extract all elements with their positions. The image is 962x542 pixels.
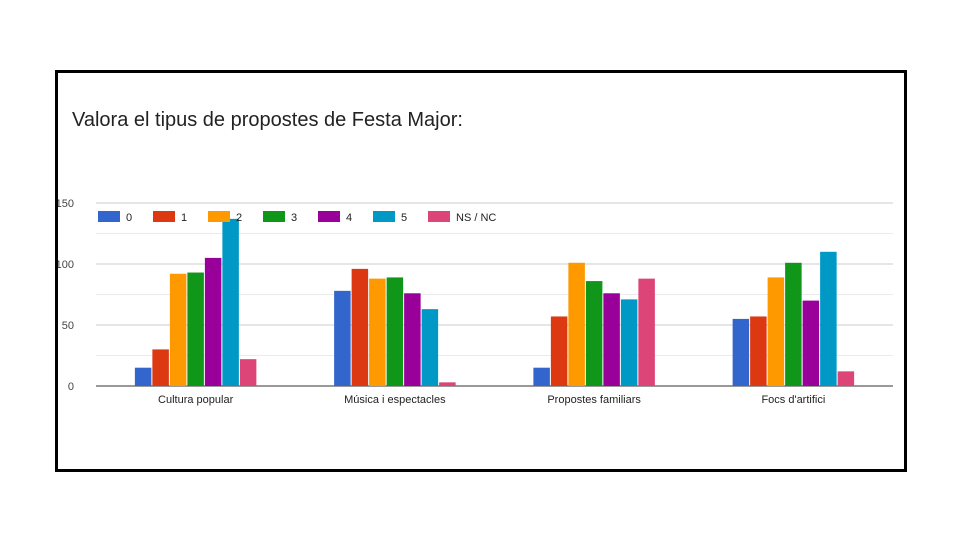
- bar: [134, 367, 152, 386]
- bar: [169, 273, 187, 386]
- x-tick-label: Propostes familiars: [547, 394, 641, 406]
- y-tick-label: 150: [58, 198, 74, 210]
- bar: [404, 293, 421, 386]
- bar: [732, 318, 750, 386]
- bar: [603, 293, 620, 386]
- legend-label: 3: [291, 212, 297, 224]
- bar: [802, 300, 820, 386]
- y-tick-label: 100: [58, 259, 74, 271]
- bar: [421, 309, 439, 386]
- bar: [533, 367, 550, 386]
- x-tick-label: Focs d'artifici: [761, 394, 825, 406]
- x-tick-label: Música i espectacles: [344, 394, 446, 406]
- bar: [837, 371, 855, 386]
- y-tick-label: 0: [68, 381, 74, 393]
- legend-swatch: [208, 211, 230, 222]
- legend-swatch: [318, 211, 340, 222]
- legend-label: 4: [346, 212, 352, 224]
- legend-label: 0: [126, 212, 132, 224]
- bar: [369, 278, 386, 386]
- bar: [187, 272, 204, 386]
- bar: [568, 262, 585, 386]
- bar: [439, 382, 456, 386]
- legend-swatch: [153, 211, 175, 222]
- bar: [152, 349, 169, 386]
- bar: [638, 278, 655, 386]
- bar: [767, 277, 785, 386]
- bar: [222, 218, 239, 386]
- legend-swatch: [263, 211, 285, 222]
- bar: [550, 316, 568, 386]
- bar: [585, 281, 603, 386]
- legend-swatch: [428, 211, 450, 222]
- legend-swatch: [373, 211, 395, 222]
- chart-title: Valora el tipus de propostes de Festa Ma…: [72, 109, 463, 131]
- chart-frame: Valora el tipus de propostes de Festa Ma…: [55, 70, 907, 472]
- bar: [785, 262, 802, 386]
- bar: [620, 299, 638, 386]
- bar: [820, 251, 837, 386]
- legend-label: 1: [181, 212, 187, 224]
- bar: [351, 268, 369, 386]
- legend-label: 5: [401, 212, 407, 224]
- bar: [386, 277, 404, 386]
- bar: [204, 257, 222, 386]
- bar: [750, 316, 767, 386]
- bar: [334, 290, 351, 386]
- legend-label: NS / NC: [456, 212, 496, 224]
- y-tick-label: 50: [62, 320, 74, 332]
- bar: [239, 359, 257, 386]
- x-tick-label: Cultura popular: [158, 394, 234, 406]
- legend-swatch: [98, 211, 120, 222]
- legend-label: 2: [236, 212, 242, 224]
